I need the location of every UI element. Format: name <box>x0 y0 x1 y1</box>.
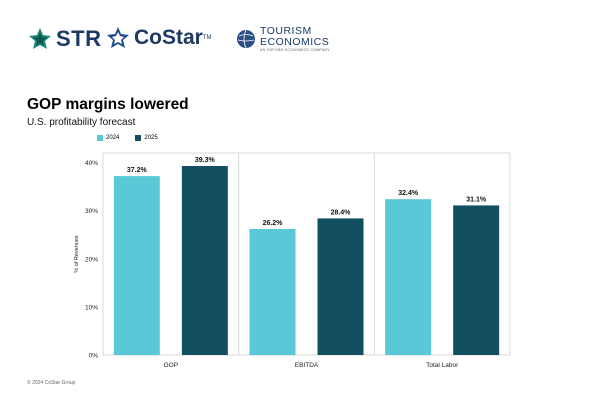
costar-tm: TM <box>202 35 212 41</box>
costar-logo-text: CoStar <box>134 26 203 49</box>
y-tick-label: 40% <box>85 160 98 167</box>
plot-frame <box>102 152 511 356</box>
chart-legend: 2024 2025 <box>97 135 174 141</box>
x-tick-label: Total Labor <box>426 362 459 369</box>
legend-label-2024: 2024 <box>106 135 120 141</box>
y-tick-label: 0% <box>89 353 99 360</box>
copyright-footer: © 2024 CoStar Group <box>27 380 76 386</box>
logo-bar: STR CoStar TM TOURISM ECONOMICS AN OXFOR… <box>28 26 588 62</box>
y-axis-label: % of Revenues <box>74 235 80 273</box>
data-label: 26.2% <box>263 220 284 227</box>
legend-label-2025: 2025 <box>144 135 158 141</box>
te-line1: TOURISM <box>260 25 312 37</box>
bar-2025-ebitda <box>317 218 364 355</box>
legend-swatch-2025 <box>135 135 142 141</box>
globe-icon <box>237 30 255 49</box>
x-tick-label: EBITDA <box>295 362 319 369</box>
bar-2025-gop <box>181 165 228 355</box>
data-label: 31.1% <box>466 196 487 203</box>
y-tick-label: 30% <box>85 208 98 215</box>
te-tagline: AN OXFORD ECONOMICS COMPANY <box>260 48 330 52</box>
costar-logo: CoStar TM <box>106 26 212 50</box>
data-label: 37.2% <box>127 167 148 174</box>
te-line2: ECONOMICS <box>260 35 330 48</box>
bar-2024-gop <box>113 176 160 355</box>
data-label: 28.4% <box>331 209 352 216</box>
chart-subtitle: U.S. profitability forecast <box>27 117 136 128</box>
str-logo: STR <box>28 26 102 52</box>
bar-2024-total-labor <box>385 199 432 355</box>
x-tick-label: GOP <box>164 362 178 369</box>
legend-swatch-2024 <box>97 135 103 141</box>
chart-title: GOP margins lowered <box>27 96 189 113</box>
y-tick-label: 20% <box>85 256 98 263</box>
bar-2025-total-labor <box>453 205 500 355</box>
costar-star-icon <box>107 27 129 48</box>
tourism-economics-logo: TOURISM ECONOMICS AN OXFORD ECONOMICS CO… <box>236 26 330 53</box>
data-label: 32.4% <box>398 190 419 197</box>
str-star-icon <box>29 28 51 49</box>
y-tick-label: 10% <box>85 304 98 311</box>
bar-2024-ebitda <box>249 228 296 355</box>
legend-item-2024: 2024 <box>97 135 119 141</box>
legend-item-2025: 2025 <box>135 135 158 141</box>
str-logo-text: STR <box>56 26 102 51</box>
data-label: 39.3% <box>195 157 216 164</box>
